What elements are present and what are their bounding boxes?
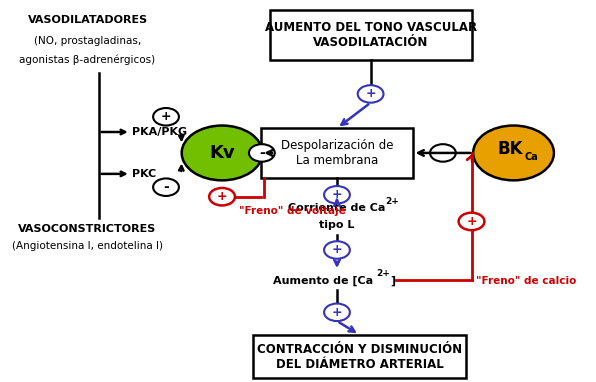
Circle shape xyxy=(324,186,350,204)
FancyBboxPatch shape xyxy=(270,10,471,60)
Circle shape xyxy=(182,126,262,180)
Text: agonistas β-adrenérgicos): agonistas β-adrenérgicos) xyxy=(20,55,156,65)
Text: PKC: PKC xyxy=(132,169,157,179)
Text: VASODILATADORES: VASODILATADORES xyxy=(27,15,148,25)
Text: Ca: Ca xyxy=(524,152,538,162)
Text: "Freno" de voltaje: "Freno" de voltaje xyxy=(239,206,346,216)
Text: +: + xyxy=(217,190,228,203)
Text: -: - xyxy=(259,146,265,160)
Text: "Freno" de calcio: "Freno" de calcio xyxy=(476,276,576,286)
FancyBboxPatch shape xyxy=(253,335,466,379)
Text: -: - xyxy=(163,180,169,194)
Text: 2+: 2+ xyxy=(386,197,399,206)
Circle shape xyxy=(153,178,179,196)
Text: Kv: Kv xyxy=(209,144,235,162)
Text: BK: BK xyxy=(498,140,523,158)
Text: tipo L: tipo L xyxy=(319,220,355,230)
Text: +: + xyxy=(331,188,342,201)
Circle shape xyxy=(249,144,275,162)
Text: ]: ] xyxy=(390,275,396,286)
Circle shape xyxy=(473,126,554,180)
Circle shape xyxy=(209,188,235,206)
Text: +: + xyxy=(466,215,477,228)
Text: +: + xyxy=(161,110,171,123)
Text: PKA/PKG: PKA/PKG xyxy=(132,127,188,137)
Circle shape xyxy=(458,213,485,230)
Text: VASOCONSTRICTORES: VASOCONSTRICTORES xyxy=(18,224,157,234)
Text: (Angiotensina I, endotelina I): (Angiotensina I, endotelina I) xyxy=(12,241,163,251)
Circle shape xyxy=(324,304,350,321)
Text: CONTRACCIÓN Y DISMINUCIÓN
DEL DIÁMETRO ARTERIAL: CONTRACCIÓN Y DISMINUCIÓN DEL DIÁMETRO A… xyxy=(257,343,462,371)
Text: Corriente de Ca: Corriente de Ca xyxy=(288,203,386,213)
Text: Aumento de [Ca: Aumento de [Ca xyxy=(273,275,373,286)
Text: 2+: 2+ xyxy=(377,269,390,278)
Text: +: + xyxy=(331,243,342,256)
Circle shape xyxy=(358,85,383,103)
FancyBboxPatch shape xyxy=(261,128,412,178)
Text: -: - xyxy=(440,146,446,160)
Circle shape xyxy=(430,144,456,162)
Text: (NO, prostagladinas,: (NO, prostagladinas, xyxy=(34,36,141,46)
Text: +: + xyxy=(365,87,376,100)
Text: AUMENTO DEL TONO VASCULAR
VASODILATACIÓN: AUMENTO DEL TONO VASCULAR VASODILATACIÓN xyxy=(265,21,477,49)
Circle shape xyxy=(153,108,179,126)
Text: Despolarización de
La membrana: Despolarización de La membrana xyxy=(281,139,393,167)
Circle shape xyxy=(324,241,350,259)
Text: +: + xyxy=(331,306,342,319)
